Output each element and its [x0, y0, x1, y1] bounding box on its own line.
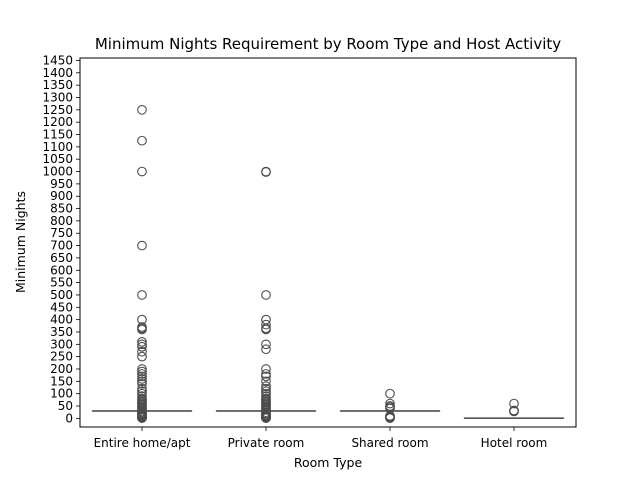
outlier-point — [137, 104, 147, 115]
y-tick-label: 1100 — [42, 140, 73, 154]
outlier-point — [137, 322, 147, 332]
outlier-point — [261, 381, 271, 392]
outlier-point — [137, 240, 147, 251]
outlier-point — [261, 376, 271, 387]
outlier-point — [261, 386, 271, 397]
outlier-point — [137, 383, 147, 394]
outlier-point — [261, 344, 271, 355]
x-axis-label: Room Type — [294, 455, 363, 470]
x-axis: Entire home/apt Private room Shared room Ho… — [94, 427, 548, 450]
y-tick-label: 1450 — [42, 53, 73, 67]
outlier-point — [261, 290, 271, 300]
outlier-point — [261, 319, 271, 330]
y-tick-label: 900 — [50, 189, 73, 203]
y-tick-label: 1000 — [42, 165, 73, 179]
box-group — [215, 166, 317, 423]
y-tick-label: 1400 — [42, 66, 73, 80]
outlier-point — [137, 351, 147, 362]
outlier-point — [137, 371, 147, 382]
outlier-point — [137, 336, 147, 347]
y-tick-label: 800 — [50, 214, 73, 228]
x-tick-label: Shared room — [351, 436, 428, 450]
y-tick-label: 950 — [50, 177, 73, 191]
x-tick-label: Entire home/apt — [94, 436, 191, 450]
box-group — [91, 104, 193, 423]
x-tick-label: Private room — [228, 436, 305, 450]
outlier-point — [261, 393, 271, 404]
outlier-point — [261, 391, 271, 401]
y-tick-label: 1250 — [42, 103, 73, 117]
y-tick-label: 1200 — [42, 115, 73, 129]
outlier-point — [137, 378, 147, 389]
x-tick-label: Hotel room — [481, 436, 548, 450]
outlier-point — [385, 388, 395, 399]
chart-title: Minimum Nights Requirement by Room Type … — [95, 35, 561, 53]
boxes-layer — [91, 104, 565, 423]
y-tick-label: 650 — [50, 251, 73, 265]
outlier-point — [137, 374, 147, 384]
outlier-point — [137, 393, 147, 404]
outlier-point — [137, 386, 147, 397]
outlier-point — [137, 391, 147, 401]
outlier-point — [261, 383, 271, 394]
outlier-point — [137, 388, 147, 399]
outlier-point — [261, 339, 271, 350]
y-axis-label: Minimum Nights — [13, 191, 28, 293]
y-tick-label: 700 — [50, 239, 73, 253]
y-tick-label: 1150 — [42, 128, 73, 142]
y-tick-label: 0 — [65, 411, 73, 425]
box-group — [339, 388, 441, 423]
y-tick-label: 750 — [50, 226, 73, 240]
y-tick-label: 600 — [50, 263, 73, 277]
outlier-point — [137, 314, 147, 325]
y-tick-label: 250 — [50, 350, 73, 364]
outlier-point — [261, 314, 271, 325]
outlier-point — [261, 166, 271, 177]
y-tick-label: 850 — [50, 202, 73, 216]
outlier-point — [137, 135, 147, 146]
box-group — [463, 398, 565, 419]
outlier-point — [137, 369, 147, 379]
y-tick-label: 150 — [50, 374, 73, 388]
y-tick-label: 350 — [50, 325, 73, 339]
outlier-point — [137, 376, 147, 387]
y-tick-label: 450 — [50, 300, 73, 314]
outlier-point — [137, 341, 147, 352]
y-tick-label: 1350 — [42, 78, 73, 92]
outlier-point — [137, 366, 147, 377]
outlier-point — [509, 405, 519, 416]
plot-area-frame — [79, 57, 577, 428]
outlier-point — [385, 401, 395, 411]
y-tick-label: 300 — [50, 337, 73, 351]
y-tick-label: 1050 — [42, 152, 73, 166]
outlier-point — [261, 388, 271, 399]
outlier-point — [261, 364, 271, 374]
y-tick-label: 500 — [50, 288, 73, 302]
outlier-point — [137, 290, 147, 300]
outlier-point — [509, 398, 519, 409]
outlier-point — [385, 398, 395, 409]
outlier-point — [137, 166, 147, 177]
outlier-point — [137, 364, 147, 374]
y-tick-label: 100 — [50, 387, 73, 401]
outlier-point — [137, 339, 147, 350]
y-tick-label: 400 — [50, 313, 73, 327]
outlier-point — [137, 346, 147, 357]
outlier-point — [261, 371, 271, 382]
y-tick-label: 50 — [58, 399, 73, 413]
y-tick-label: 1300 — [42, 90, 73, 104]
y-axis: 0501001502002503003504004505005506006507… — [42, 53, 80, 425]
y-tick-label: 550 — [50, 276, 73, 290]
y-tick-label: 200 — [50, 362, 73, 376]
outlier-point — [261, 369, 271, 379]
